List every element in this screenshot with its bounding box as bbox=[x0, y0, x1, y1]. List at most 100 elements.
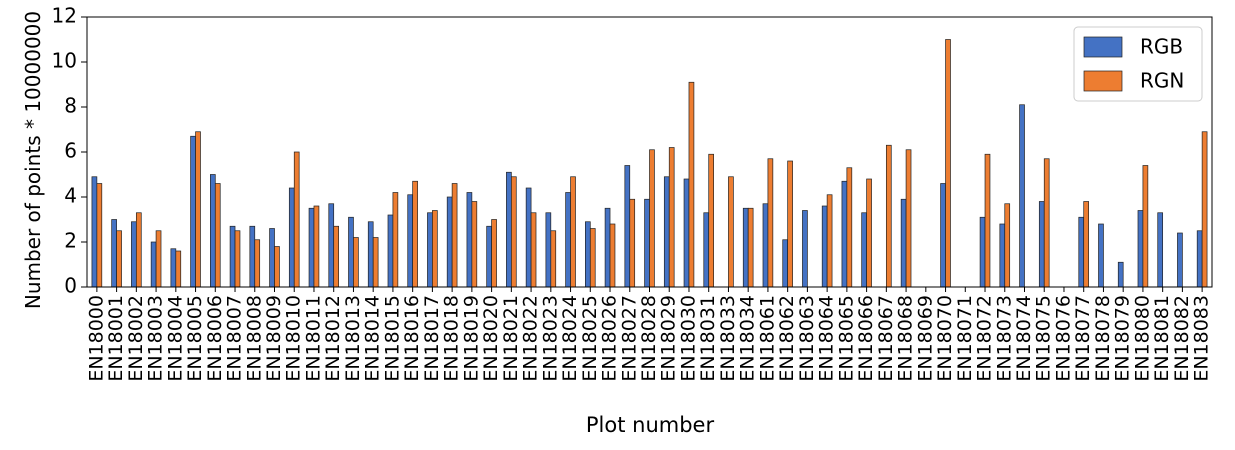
bar bbox=[841, 180, 848, 288]
x-tick-label: EN18068 bbox=[895, 295, 917, 382]
bar bbox=[945, 39, 951, 288]
x-tick-label: EN18003 bbox=[145, 295, 167, 382]
legend: RGB RGN bbox=[1073, 26, 1203, 102]
bar bbox=[412, 180, 418, 288]
bar bbox=[328, 203, 335, 288]
bar bbox=[629, 198, 636, 288]
bar bbox=[1038, 201, 1045, 288]
bar bbox=[1004, 203, 1011, 288]
x-tick-label: EN18016 bbox=[401, 295, 423, 382]
bar bbox=[254, 239, 261, 288]
bar bbox=[885, 144, 892, 288]
bar bbox=[313, 205, 320, 288]
x-tick-label: EN18077 bbox=[1072, 295, 1094, 382]
bar bbox=[471, 201, 478, 288]
legend-label: RGB bbox=[1140, 35, 1183, 59]
x-tick-label: EN18080 bbox=[1131, 295, 1153, 382]
bar bbox=[1043, 158, 1050, 288]
x-tick-label: EN18022 bbox=[520, 295, 542, 382]
bar bbox=[131, 221, 137, 288]
bar bbox=[688, 81, 695, 288]
x-tick-label: EN18026 bbox=[599, 295, 621, 382]
x-tick-label: EN18030 bbox=[677, 295, 699, 382]
bar bbox=[451, 183, 458, 288]
bar bbox=[604, 207, 611, 288]
y-tick-label: 8 bbox=[64, 94, 77, 118]
x-tick-label: EN18067 bbox=[875, 295, 897, 382]
bar bbox=[545, 212, 552, 288]
bar bbox=[570, 176, 576, 288]
bar bbox=[1078, 216, 1085, 288]
x-tick-label: EN18005 bbox=[184, 295, 206, 382]
x-tick-label: EN18021 bbox=[500, 295, 522, 382]
bar bbox=[767, 158, 774, 288]
bar bbox=[190, 135, 196, 288]
plot-frame bbox=[86, 16, 1213, 288]
bar bbox=[826, 194, 833, 288]
bar bbox=[348, 216, 354, 288]
bar bbox=[333, 225, 339, 288]
bar bbox=[624, 165, 631, 288]
x-tick-label: EN18024 bbox=[559, 295, 581, 382]
bar bbox=[367, 221, 374, 288]
x-tick-label: EN18019 bbox=[460, 295, 482, 382]
x-tick-label: EN18081 bbox=[1151, 295, 1173, 382]
x-tick-label: EN18006 bbox=[204, 295, 226, 382]
bar bbox=[353, 237, 359, 288]
x-tick-label: EN18008 bbox=[243, 295, 265, 382]
x-tick-label: EN18011 bbox=[302, 295, 324, 382]
bar bbox=[96, 183, 103, 288]
x-tick-label: EN18073 bbox=[993, 295, 1015, 382]
legend-swatch bbox=[1083, 70, 1123, 92]
x-tick-label: EN18078 bbox=[1092, 295, 1114, 382]
bar bbox=[229, 225, 236, 288]
x-tick-label: EN18018 bbox=[441, 295, 463, 382]
bar bbox=[589, 228, 596, 288]
bar bbox=[530, 212, 537, 288]
bar bbox=[644, 198, 650, 288]
bar bbox=[91, 176, 98, 288]
x-tick-label: EN18007 bbox=[224, 295, 246, 382]
bar bbox=[155, 230, 162, 288]
bar bbox=[1083, 201, 1089, 288]
bar bbox=[683, 178, 690, 288]
x-tick-label: EN18074 bbox=[1013, 295, 1035, 382]
bar bbox=[150, 241, 157, 288]
bar bbox=[491, 219, 497, 288]
x-tick-label: EN18017 bbox=[421, 295, 443, 382]
bar bbox=[663, 176, 670, 288]
bar bbox=[135, 212, 142, 288]
y-tick-label: 6 bbox=[64, 139, 77, 163]
bar bbox=[609, 223, 616, 288]
x-tick-label: EN18027 bbox=[618, 295, 640, 382]
bar bbox=[1137, 210, 1144, 288]
bar bbox=[525, 187, 532, 288]
bar bbox=[432, 210, 438, 288]
bar bbox=[900, 198, 907, 288]
bar bbox=[802, 210, 808, 288]
x-tick-label: EN18034 bbox=[737, 295, 759, 382]
x-tick-label: EN18028 bbox=[638, 295, 660, 382]
bar bbox=[979, 216, 986, 288]
x-tick-label: EN18075 bbox=[1033, 295, 1055, 382]
bar bbox=[762, 203, 769, 288]
bar bbox=[821, 205, 828, 288]
x-tick-label: EN18029 bbox=[658, 295, 680, 382]
bar bbox=[446, 196, 453, 288]
x-tick-label: EN18062 bbox=[776, 295, 798, 382]
bar bbox=[866, 178, 872, 288]
x-tick-label: EN18014 bbox=[362, 295, 384, 382]
bar bbox=[1157, 212, 1164, 288]
x-tick-label: EN18025 bbox=[579, 295, 601, 382]
x-tick-label: EN18000 bbox=[85, 295, 107, 382]
bar bbox=[747, 207, 754, 288]
x-tick-label: EN18082 bbox=[1171, 295, 1193, 382]
bar bbox=[728, 176, 734, 288]
bar bbox=[1019, 104, 1025, 288]
x-tick-label: EN18012 bbox=[322, 295, 344, 382]
x-tick-label: EN18061 bbox=[756, 295, 778, 382]
x-tick-label: EN18013 bbox=[342, 295, 364, 382]
x-tick-label: EN18083 bbox=[1191, 295, 1213, 382]
x-tick-label: EN18033 bbox=[717, 295, 739, 382]
